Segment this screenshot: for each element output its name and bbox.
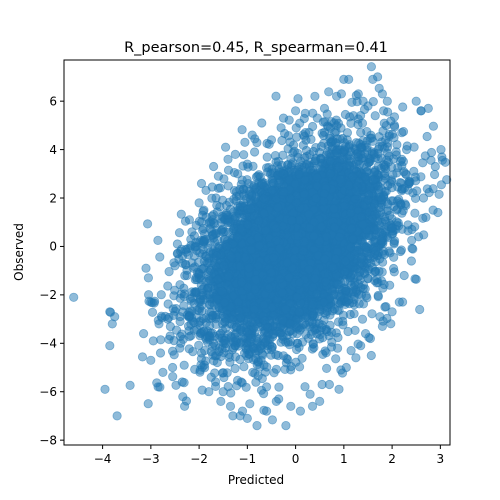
scatter-point bbox=[143, 219, 153, 229]
scatter-point bbox=[382, 107, 393, 117]
scatter-point bbox=[300, 382, 310, 392]
scatter-point bbox=[321, 363, 332, 373]
scatter-point bbox=[239, 150, 249, 160]
scatter-point bbox=[153, 235, 163, 245]
scatter-point bbox=[179, 283, 189, 293]
scatter-point bbox=[156, 290, 166, 300]
scatter-point bbox=[429, 169, 440, 180]
scatter-point bbox=[155, 252, 165, 262]
scatter-point bbox=[307, 121, 318, 132]
scatter-point bbox=[233, 375, 243, 385]
scatter-point bbox=[357, 314, 368, 324]
scatter-point bbox=[366, 62, 376, 72]
scatter-point bbox=[331, 354, 341, 364]
scatter-point bbox=[242, 350, 252, 361]
scatter-point bbox=[297, 353, 307, 363]
scatter-point bbox=[143, 399, 153, 409]
scatter-point bbox=[283, 131, 294, 141]
scatter-point bbox=[300, 128, 311, 138]
scatter-point bbox=[174, 228, 185, 238]
scatter-point bbox=[292, 338, 302, 348]
scatter-point bbox=[164, 266, 174, 277]
scatter-point bbox=[262, 152, 272, 162]
scatter-point bbox=[388, 170, 398, 180]
scatter-point bbox=[366, 350, 376, 361]
scatter-point bbox=[306, 134, 316, 144]
scatter-point bbox=[229, 343, 239, 353]
scatter-point bbox=[422, 131, 432, 142]
scatter-point bbox=[267, 415, 277, 425]
scatter-point bbox=[184, 332, 194, 342]
scatter-point bbox=[271, 157, 281, 167]
scatter-point bbox=[179, 360, 189, 370]
scatter-point bbox=[175, 316, 185, 327]
scatter-point bbox=[410, 208, 420, 218]
scatter-point bbox=[125, 380, 135, 390]
scatter-point bbox=[212, 357, 222, 368]
scatter-point bbox=[237, 175, 247, 185]
scatter-point bbox=[222, 368, 232, 378]
scatter-point bbox=[324, 87, 334, 97]
scatter-point bbox=[428, 121, 438, 131]
scatter-point bbox=[343, 326, 353, 337]
scatter-point bbox=[184, 344, 194, 354]
scatter-point bbox=[294, 362, 305, 372]
scatter-point bbox=[262, 362, 272, 372]
scatter-point bbox=[169, 350, 179, 360]
scatter-point bbox=[223, 181, 233, 191]
scatter-point bbox=[147, 307, 158, 317]
scatter-point bbox=[308, 339, 318, 349]
scatter-point bbox=[168, 371, 178, 382]
scatter-point bbox=[422, 184, 432, 194]
scatter-point bbox=[137, 352, 148, 362]
scatter-point bbox=[239, 362, 249, 372]
chart-title: R_pearson=0.45, R_spearman=0.41 bbox=[124, 40, 388, 56]
scatter-point bbox=[274, 382, 284, 392]
scatter-point bbox=[373, 290, 383, 301]
scatter-point bbox=[408, 244, 418, 254]
points-layer bbox=[69, 62, 452, 431]
